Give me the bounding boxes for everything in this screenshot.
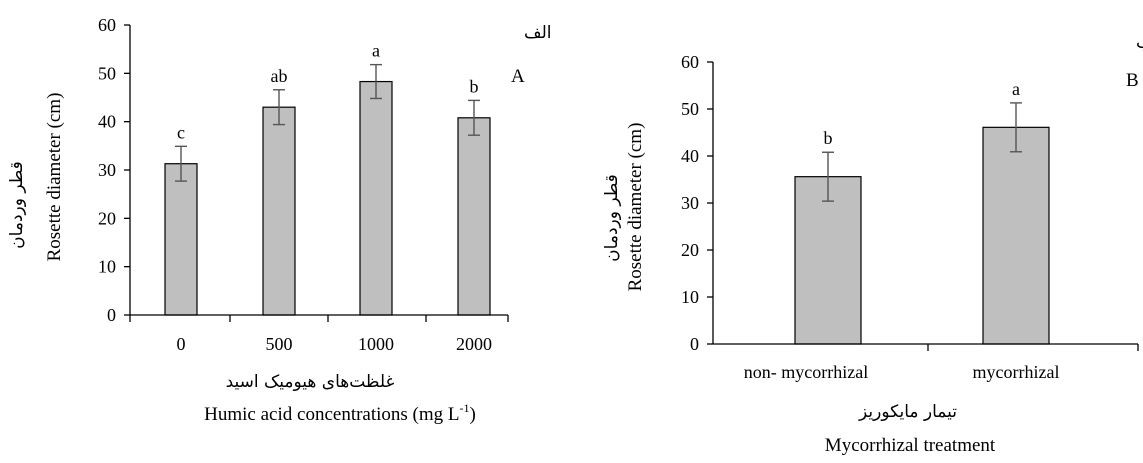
y-tick-label: 50 [98, 63, 116, 83]
y-tick-label: 60 [98, 15, 116, 35]
x-axis-label: Humic acid concentrations (mg L-1) [204, 401, 476, 425]
significance-label: a [1012, 79, 1020, 99]
x-axis-label-fa: غلظت‌های هیومیک اسید [226, 372, 395, 392]
bar [262, 106, 296, 316]
x-tick-label: 0 [177, 334, 186, 354]
x-tick-label: 1000 [358, 334, 394, 354]
panel-label-fa: ب [1136, 33, 1143, 53]
bar [457, 117, 491, 316]
y-tick-label: 10 [681, 287, 699, 307]
x-axis-label-fa: تیمار مایکوریز [858, 402, 957, 422]
significance-label: c [177, 122, 185, 142]
chart-panel-b: b a 0 10 20 30 40 50 60 non- mycorrhizal mycorrh… [602, 33, 1143, 456]
x-tick-label: non- mycorrhizal [744, 362, 868, 382]
x-tick-label: 2000 [456, 334, 492, 354]
significance-label: b [824, 128, 833, 148]
x-axis-label: Mycorrhizal treatment [825, 435, 996, 456]
y-axis-label: Rosette diameter (cm) [625, 123, 646, 292]
y-tick-label: 0 [107, 305, 116, 325]
y-tick-label: 30 [98, 160, 116, 180]
significance-label: b [470, 76, 479, 96]
y-tick-label: 50 [681, 99, 699, 119]
bar [359, 80, 393, 316]
bar [982, 126, 1050, 345]
x-tick-label: 500 [266, 334, 293, 354]
y-tick-label: 40 [98, 112, 116, 132]
panel-label-fa: الف [524, 23, 552, 43]
bar [164, 163, 198, 316]
y-tick-label: 60 [681, 52, 699, 72]
panel-label: B [1126, 70, 1139, 91]
panel-label: A [511, 66, 525, 87]
y-tick-label: 30 [681, 193, 699, 213]
y-axis-label: Rosette diameter (cm) [44, 93, 65, 262]
y-tick-label: 10 [98, 257, 116, 277]
y-axis-label-fa: قطر وردمان [602, 174, 622, 262]
y-axis-label-fa: قطر وردمان [7, 161, 27, 249]
significance-label: a [372, 41, 380, 61]
y-tick-label: 0 [690, 334, 699, 354]
x-tick-label: mycorrhizal [973, 362, 1060, 382]
y-tick-label: 20 [681, 240, 699, 260]
y-tick-label: 20 [98, 208, 116, 228]
significance-label: ab [271, 66, 288, 86]
y-tick-label: 40 [681, 146, 699, 166]
